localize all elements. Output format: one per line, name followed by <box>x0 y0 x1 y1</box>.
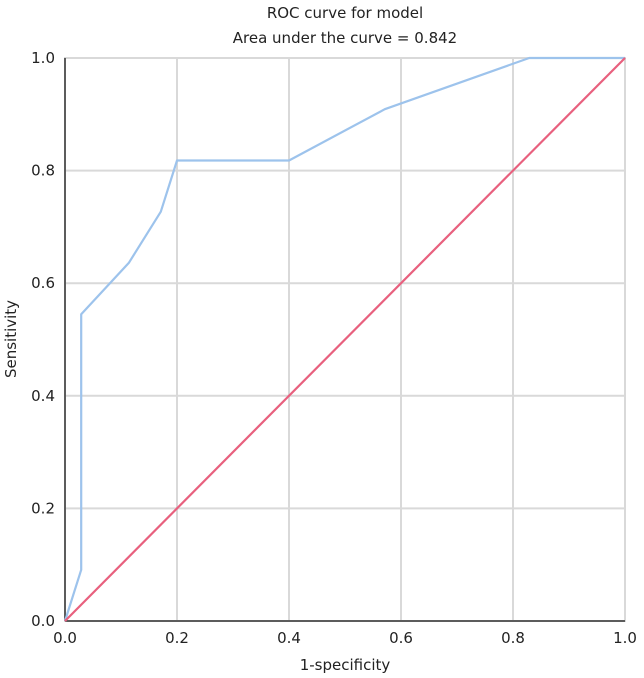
y-tick-label: 0.2 <box>31 499 55 517</box>
y-tick-label: 0.0 <box>31 612 55 630</box>
grid-lines <box>65 58 625 621</box>
x-tick-label: 0.0 <box>53 629 77 647</box>
x-tick-label: 0.6 <box>389 629 413 647</box>
chart-subtitle: Area under the curve = 0.842 <box>233 29 457 47</box>
y-tick-label: 1.0 <box>31 49 55 67</box>
series-lines <box>63 56 626 622</box>
roc-curve-line <box>63 56 625 622</box>
y-tick-label: 0.6 <box>31 274 55 292</box>
y-tick-label: 0.8 <box>31 162 55 180</box>
x-tick-label: 0.4 <box>277 629 301 647</box>
tick-labels: 0.0 0.2 0.4 0.6 0.8 1.0 0.0 0.2 0.4 0.6 0.8 1.0 <box>31 49 637 647</box>
y-tick-label: 0.4 <box>31 387 55 405</box>
x-tick-label: 1.0 <box>613 629 637 647</box>
chart-title: ROC curve for model <box>267 4 423 22</box>
x-tick-label: 0.2 <box>165 629 189 647</box>
x-tick-label: 0.8 <box>501 629 525 647</box>
x-axis-label: 1-specificity <box>300 656 391 674</box>
y-axis-label: Sensitivity <box>2 300 20 378</box>
reference-diagonal-line <box>64 57 626 622</box>
